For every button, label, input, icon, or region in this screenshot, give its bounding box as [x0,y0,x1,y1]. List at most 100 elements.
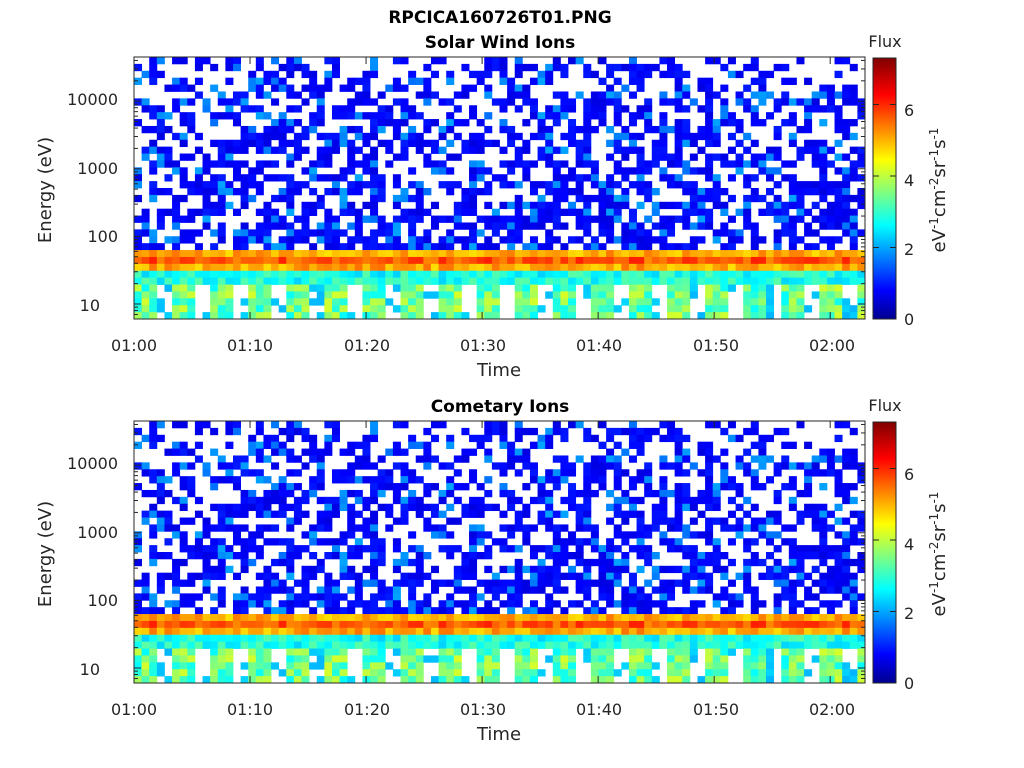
heatmap-cell [705,167,714,175]
heatmap-cell [766,305,775,313]
heatmap-cell [552,655,561,663]
heatmap-cell [743,146,752,154]
heatmap-cell [240,538,249,546]
heatmap-cell [727,483,736,491]
heatmap-cell [750,648,759,656]
heatmap-cell [149,600,158,608]
y-tick-label: 10000 [67,454,118,473]
heatmap-cell [628,312,637,320]
heatmap-cell [286,284,295,292]
heatmap-cell [697,558,706,567]
heatmap-cell [568,648,577,656]
heatmap-cell [682,160,691,168]
heatmap-cell [522,614,531,622]
heatmap-cell [811,593,820,601]
heatmap-cell [278,174,287,182]
heatmap-cell [194,63,203,72]
heatmap-cell [705,208,714,216]
heatmap-cell [271,57,280,65]
heatmap-cell [301,620,310,629]
heatmap-cell [301,634,310,643]
heatmap-cell [560,181,569,189]
heatmap-cell [217,181,226,189]
heatmap-cell [370,427,379,436]
heatmap-cell [796,305,805,313]
heatmap-cell [773,167,782,175]
heatmap-cell [628,167,637,175]
heatmap-cell [781,586,790,594]
heatmap-cell [408,139,417,148]
heatmap-cell [811,620,820,629]
heatmap-cell [187,305,196,313]
heatmap-cell [788,669,797,677]
heatmap-cell [217,634,226,643]
heatmap-cell [712,517,721,525]
heatmap-cell [202,620,211,629]
heatmap-cell [842,167,851,175]
heatmap-cell [552,105,561,113]
heatmap-cell [255,208,264,216]
heatmap-cell [210,641,219,649]
heatmap-cell [575,510,584,518]
heatmap-cell [636,201,645,210]
heatmap-cell [552,538,561,546]
heatmap-cell [727,70,736,79]
heatmap-cell [149,441,158,449]
heatmap-cell [522,263,531,272]
heatmap-cell [385,448,394,456]
heatmap-cell [628,641,637,649]
heatmap-cell [766,620,775,629]
heatmap-cell [446,77,455,85]
heatmap-cell [644,312,653,320]
heatmap-cell [545,552,554,560]
heatmap-cell [628,305,637,313]
heatmap-cell [392,593,401,601]
heatmap-cell [316,648,325,656]
heatmap-cell [575,572,584,580]
heatmap-cell [423,607,432,615]
heatmap-cell [712,558,721,567]
heatmap-cell [628,455,637,463]
heatmap-cell [362,620,371,629]
heatmap-cell [263,243,272,251]
heatmap-cell [240,545,249,553]
heatmap-cell [834,125,843,134]
heatmap-cell [339,243,348,251]
heatmap-cell [621,620,630,629]
heatmap-cell [514,312,523,320]
heatmap-cell [621,125,630,134]
heatmap-cell [552,634,561,643]
heatmap-cell [697,634,706,643]
heatmap-cell [278,579,287,587]
x-tick-label: 01:50 [693,700,739,719]
heatmap-cell [370,215,379,223]
heatmap-cell [842,662,851,670]
heatmap-cell [697,441,706,449]
heatmap-cell [324,270,333,279]
heatmap-cell [217,236,226,244]
heatmap-cell [529,201,538,210]
heatmap-cell [568,298,577,306]
heatmap-cell [232,63,241,72]
heatmap-cell [636,434,645,443]
heatmap-cell [606,676,615,684]
heatmap-cell [750,517,759,525]
heatmap-cell [507,593,516,601]
heatmap-cell [857,312,866,320]
heatmap-cell [149,552,158,560]
heatmap-cell [210,298,219,306]
heatmap-cell [628,607,637,615]
heatmap-cell [522,167,531,175]
heatmap-cell [644,462,653,470]
heatmap-cell [316,174,325,182]
heatmap-cell [514,620,523,629]
heatmap-cell [590,669,599,677]
heatmap-cell [636,112,645,120]
heatmap-cell [857,634,866,643]
heatmap-cell [788,538,797,546]
heatmap-cell [621,263,630,272]
heatmap-cell [309,448,318,456]
heatmap-cell [202,469,211,477]
heatmap-cell [423,627,432,636]
heatmap-cell [842,531,851,539]
